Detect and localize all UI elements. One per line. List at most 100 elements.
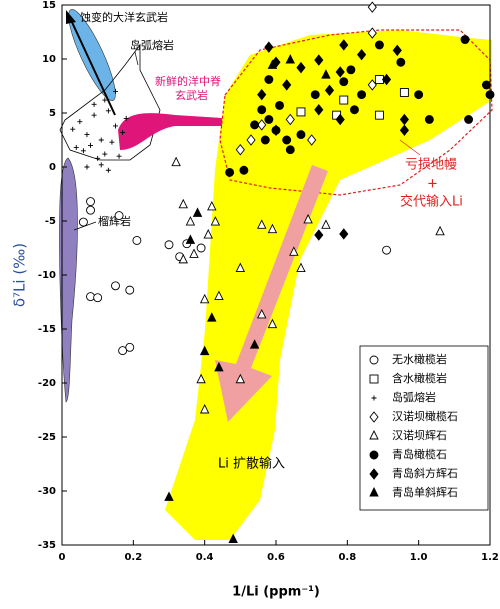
data-point [303,213,313,224]
data-point [260,135,270,145]
data-point [346,65,356,75]
y-tick-label: -25 [38,432,56,443]
data-point [235,373,246,384]
y-tick-label: 15 [42,0,56,11]
data-point [123,115,129,121]
data-point [414,90,424,100]
legend-label: 无水橄榄岩 [392,352,447,366]
data-point [481,80,491,90]
data-point [367,1,377,13]
data-point [185,216,196,226]
data-point [199,293,210,304]
data-point [239,165,249,175]
annotation: 新鲜的洋中脊 [155,74,221,88]
data-point [357,48,367,61]
data-point [264,115,274,124]
data-point [296,130,306,140]
data-point [125,285,135,295]
annotation: 交代输入Li [400,194,463,210]
legend-label: 青岛单斜辉石 [392,485,458,499]
data-point [257,88,267,101]
data-point [350,105,359,115]
data-point [109,139,115,145]
data-point [178,198,188,209]
data-point [105,108,111,114]
data-point [267,59,278,69]
data-point [203,229,213,239]
y-tick-label: 10 [42,54,56,65]
annotation: + [427,177,438,192]
data-point [199,345,210,356]
data-point [314,54,324,66]
data-point [246,134,256,146]
data-point [296,61,306,74]
annotation: Li 扩散输入 [218,456,285,472]
data-point [207,312,217,322]
data-point [339,228,349,240]
annotation: 玄武岩 [175,88,208,102]
data-point [95,155,101,161]
legend-marker [369,450,379,460]
data-point [367,27,377,39]
data-point [335,66,345,78]
data-point [91,101,97,107]
data-point [271,125,281,135]
data-point [267,223,278,234]
data-point [296,107,306,117]
data-point [485,90,495,100]
data-point [267,318,278,329]
data-point [335,113,345,126]
data-point [70,126,76,132]
data-point [339,95,349,105]
data-point [199,403,210,414]
legend-label: 含水橄榄岩 [392,371,447,385]
data-point [339,77,349,87]
data-point [296,262,306,272]
data-point [113,88,118,94]
data-point [424,115,434,124]
data-point [460,35,470,45]
data-point [339,39,349,51]
x-tick-label: 0.6 [267,552,285,563]
legend-marker [369,486,379,497]
data-point [164,240,174,250]
y-tick-label: -35 [38,540,56,551]
diffusion-arrow [215,165,328,422]
data-point [116,153,122,159]
leader-line [134,51,139,66]
data-point [357,90,367,100]
data-point [435,225,445,236]
data-point [381,73,392,86]
leader-line [399,139,421,156]
y-tick-label: -10 [38,270,56,281]
alteration-arrowhead [66,10,76,24]
x-tick-label: 1.2 [481,552,499,563]
data-point [102,151,108,157]
data-point [105,167,111,173]
legend-label: 青岛斜方辉石 [392,466,458,480]
data-point [396,57,406,67]
data-point [185,234,196,244]
x-tick-label: 0.4 [196,552,214,563]
data-point [98,137,104,143]
data-point [250,120,260,130]
data-point [257,105,267,115]
data-point [464,115,474,124]
y-tick-label: -5 [45,216,56,227]
data-point [324,84,335,97]
data-point [307,134,317,146]
x-tick-label: 1.0 [410,552,428,563]
x-tick-label: 0 [59,552,66,563]
altered-basalt-field [68,9,116,101]
legend-label: 汉诺坝橄榄石 [392,409,458,423]
legend-box [359,345,489,511]
data-point [264,75,274,84]
data-point [235,262,246,272]
annotation: 岛弧熔岩 [130,38,174,52]
mantle-field [165,30,492,540]
data-point [113,123,118,129]
data-point [225,167,235,177]
annotation: 蚀变的大洋玄武岩 [80,10,168,24]
data-point [367,79,377,91]
